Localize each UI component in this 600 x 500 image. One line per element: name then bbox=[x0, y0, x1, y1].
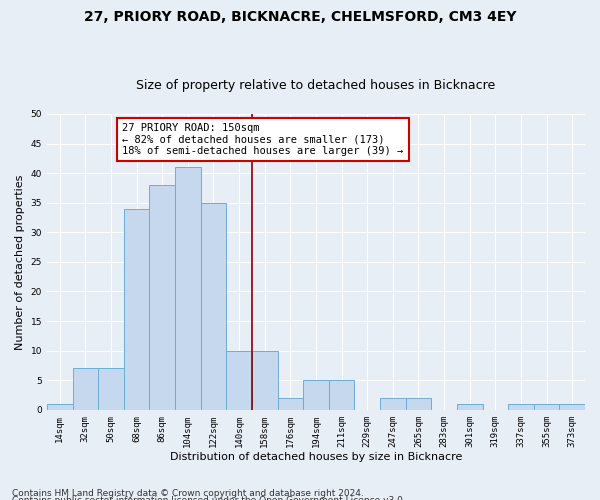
Y-axis label: Number of detached properties: Number of detached properties bbox=[15, 174, 25, 350]
Bar bbox=[124, 208, 149, 410]
Bar bbox=[226, 350, 252, 410]
Text: Contains HM Land Registry data © Crown copyright and database right 2024.: Contains HM Land Registry data © Crown c… bbox=[12, 488, 364, 498]
Title: Size of property relative to detached houses in Bicknacre: Size of property relative to detached ho… bbox=[136, 79, 496, 92]
Bar bbox=[303, 380, 329, 410]
Bar bbox=[73, 368, 98, 410]
X-axis label: Distribution of detached houses by size in Bicknacre: Distribution of detached houses by size … bbox=[170, 452, 462, 462]
Text: Contains public sector information licensed under the Open Government Licence v3: Contains public sector information licen… bbox=[12, 496, 406, 500]
Bar bbox=[278, 398, 303, 410]
Bar bbox=[508, 404, 534, 410]
Bar bbox=[175, 167, 200, 410]
Text: 27 PRIORY ROAD: 150sqm
← 82% of detached houses are smaller (173)
18% of semi-de: 27 PRIORY ROAD: 150sqm ← 82% of detached… bbox=[122, 123, 403, 156]
Bar bbox=[252, 350, 278, 410]
Bar bbox=[559, 404, 585, 410]
Text: 27, PRIORY ROAD, BICKNACRE, CHELMSFORD, CM3 4EY: 27, PRIORY ROAD, BICKNACRE, CHELMSFORD, … bbox=[84, 10, 516, 24]
Bar bbox=[149, 185, 175, 410]
Bar bbox=[534, 404, 559, 410]
Bar bbox=[200, 202, 226, 410]
Bar bbox=[329, 380, 355, 410]
Bar bbox=[47, 404, 73, 410]
Bar bbox=[98, 368, 124, 410]
Bar bbox=[457, 404, 482, 410]
Bar bbox=[406, 398, 431, 410]
Bar bbox=[380, 398, 406, 410]
